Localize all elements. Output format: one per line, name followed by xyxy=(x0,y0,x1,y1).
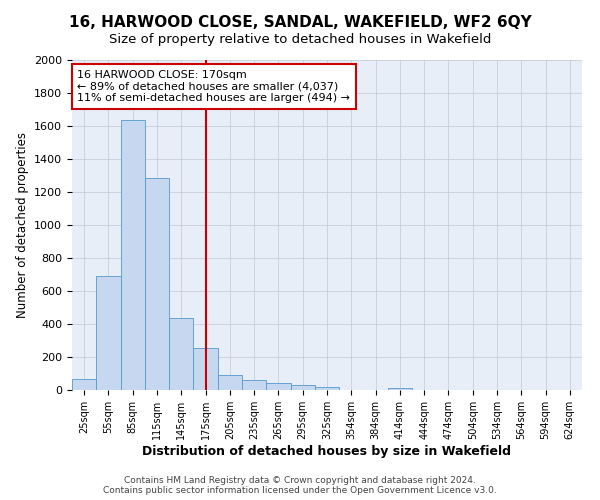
Text: Contains HM Land Registry data © Crown copyright and database right 2024.
Contai: Contains HM Land Registry data © Crown c… xyxy=(103,476,497,495)
Bar xyxy=(121,120,145,390)
Bar xyxy=(96,276,121,390)
Bar xyxy=(388,388,412,390)
Bar xyxy=(266,384,290,390)
Bar xyxy=(72,380,96,390)
Bar xyxy=(169,318,193,390)
Text: 16, HARWOOD CLOSE, SANDAL, WAKEFIELD, WF2 6QY: 16, HARWOOD CLOSE, SANDAL, WAKEFIELD, WF… xyxy=(68,15,532,30)
Bar xyxy=(315,386,339,390)
Bar xyxy=(145,178,169,390)
Bar xyxy=(193,348,218,390)
Text: 16 HARWOOD CLOSE: 170sqm
← 89% of detached houses are smaller (4,037)
11% of sem: 16 HARWOOD CLOSE: 170sqm ← 89% of detach… xyxy=(77,70,350,103)
Y-axis label: Number of detached properties: Number of detached properties xyxy=(16,132,29,318)
Bar xyxy=(242,380,266,390)
Text: Size of property relative to detached houses in Wakefield: Size of property relative to detached ho… xyxy=(109,32,491,46)
Bar xyxy=(290,385,315,390)
X-axis label: Distribution of detached houses by size in Wakefield: Distribution of detached houses by size … xyxy=(143,444,511,458)
Bar xyxy=(218,375,242,390)
